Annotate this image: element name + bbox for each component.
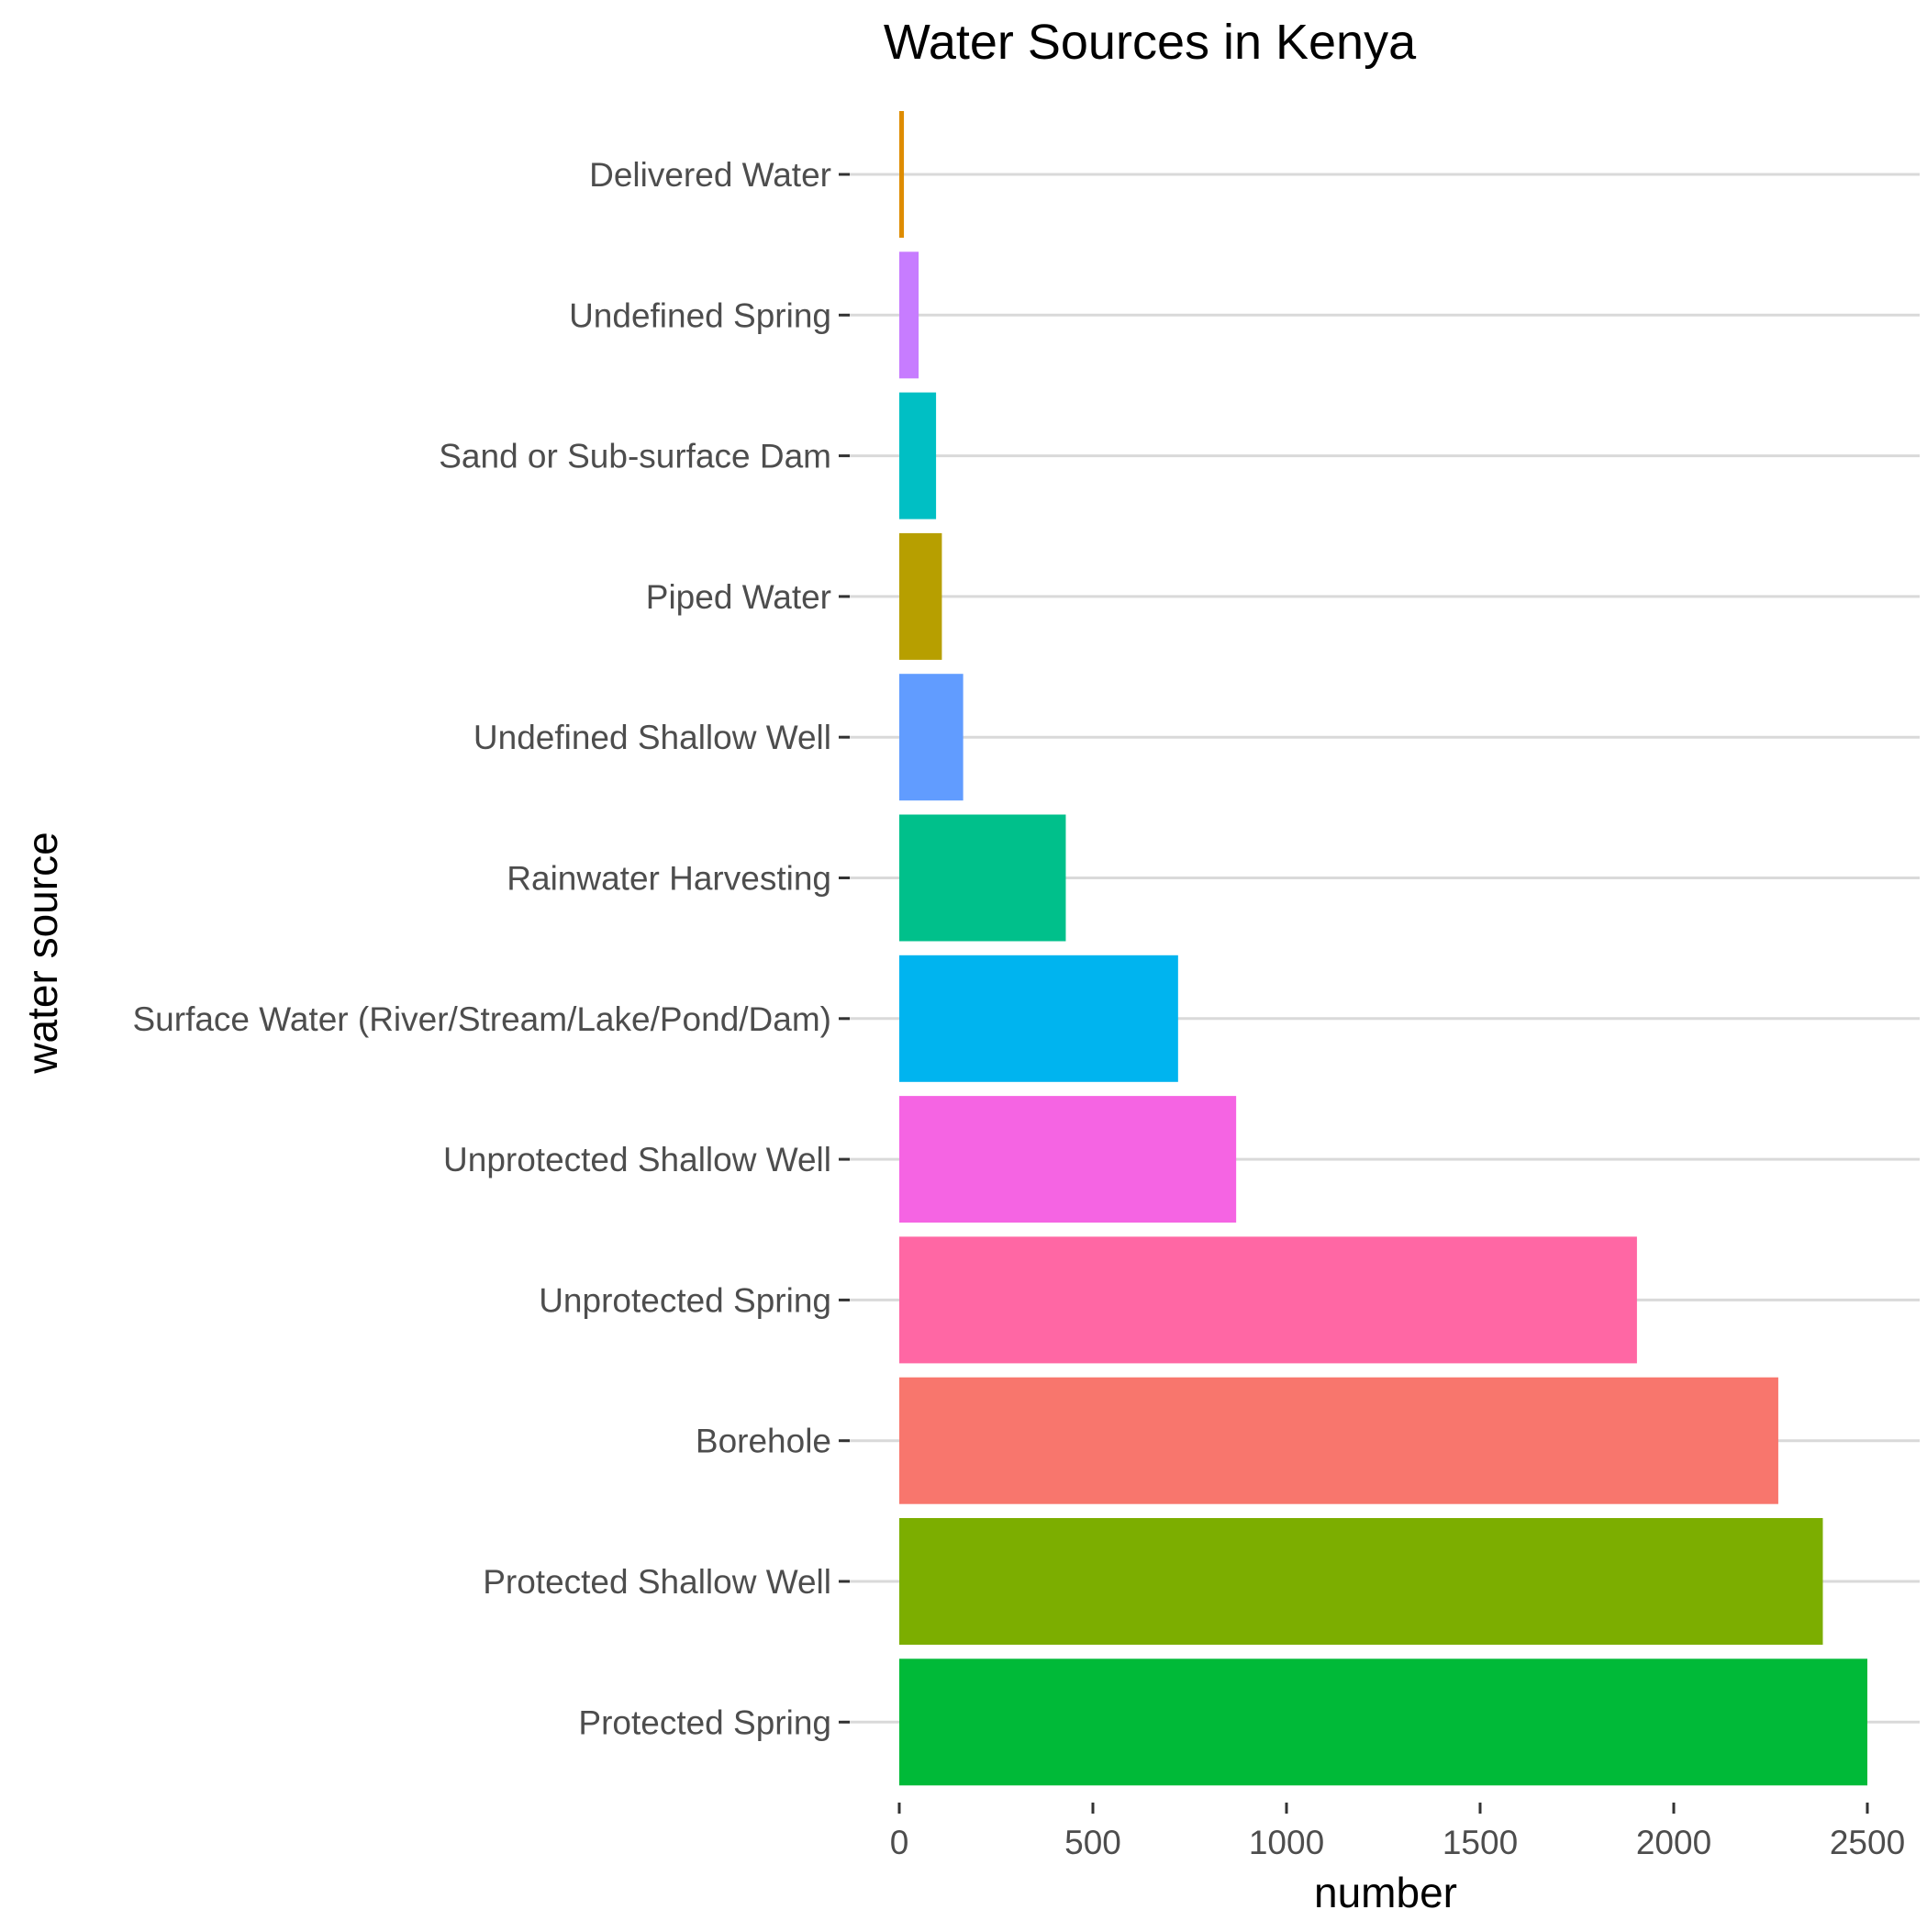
y-tick-label: Unprotected Shallow Well [443,1141,831,1178]
y-tick-label: Borehole [696,1423,831,1460]
y-tick-label: Delivered Water [589,156,831,194]
bar-unprotected-shallow-well [899,1096,1237,1223]
bar-piped-water [899,532,942,660]
y-tick-label: Undefined Shallow Well [473,719,831,756]
y-axis: Protected Spring Protected Shallow Well Bo… [133,156,850,1741]
y-tick-label: Surface Water (River/Stream/Lake/Pond/Da… [133,1000,832,1038]
bar-protected-shallow-well [899,1518,1823,1645]
bar-undefined-shallow-well [899,674,964,801]
y-tick-label: Piped Water [646,578,831,616]
bar-delivered-water [899,111,905,238]
x-tick-label: 1000 [1249,1824,1324,1861]
y-tick-label: Sand or Sub-surface Dam [439,438,831,475]
y-tick-label: Protected Shallow Well [483,1563,831,1601]
bar-unprotected-spring [899,1236,1637,1364]
x-tick-label: 2000 [1636,1824,1711,1861]
y-tick-label: Undefined Spring [569,296,831,334]
bar-protected-spring [899,1658,1867,1786]
bar-borehole [899,1377,1778,1504]
bars [899,111,1867,1786]
chart-title: Water Sources in Kenya [884,15,1417,70]
x-tick-label: 0 [890,1824,909,1861]
x-axis: 0 500 1000 1500 2000 2500 [890,1803,1905,1861]
x-axis-title: number [1314,1869,1457,1916]
bar-surface-water-river-stream-lake-pond-dam [899,955,1178,1082]
bar-undefined-spring [899,251,919,379]
x-tick-label: 500 [1064,1824,1121,1861]
x-tick-label: 2500 [1830,1824,1905,1861]
x-tick-label: 1500 [1442,1824,1518,1861]
y-tick-label: Unprotected Spring [539,1281,831,1319]
y-tick-label: Protected Spring [578,1703,831,1741]
y-axis-title: water source [18,832,66,1074]
bar-rainwater-harvesting [899,814,1066,942]
y-tick-label: Rainwater Harvesting [507,860,831,898]
bar-sand-or-sub-surface-dam [899,392,937,519]
